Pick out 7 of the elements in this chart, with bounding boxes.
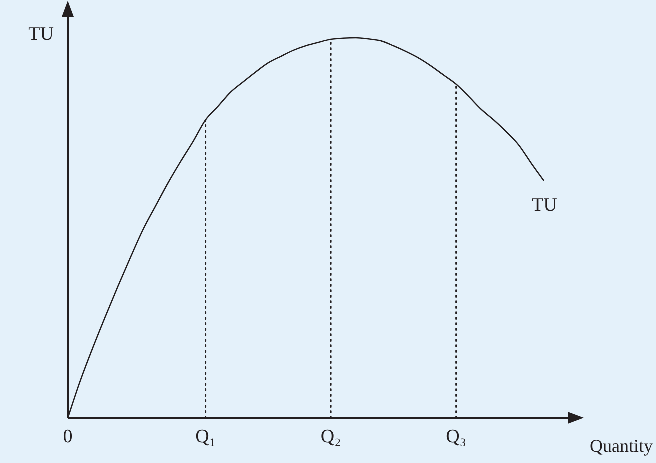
- x-axis-title: Quantity: [590, 436, 653, 456]
- x-tick-label: Q₂: [320, 426, 342, 448]
- x-tick-label: Q₃: [446, 426, 466, 448]
- y-axis-title: TU: [28, 24, 54, 45]
- series-label: TU: [532, 194, 558, 216]
- x-tick-label: Q₁: [196, 426, 216, 448]
- x-tick-label: 0: [63, 426, 73, 448]
